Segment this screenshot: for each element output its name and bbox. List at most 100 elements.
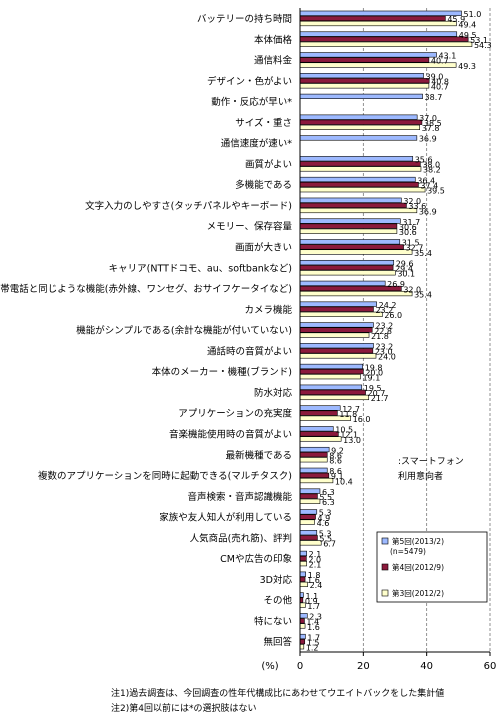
value-label: 1.8: [308, 571, 321, 580]
value-label: 8.6: [329, 467, 342, 476]
value-label: 4.9: [318, 514, 331, 523]
bar-series-2: [299, 618, 305, 624]
value-label: 8.6: [329, 457, 342, 466]
bar-series-2: [299, 452, 328, 458]
bar-series-3: [299, 623, 306, 629]
category-label: その他: [263, 595, 292, 607]
legend-entry: 第3回(2012/2): [392, 588, 444, 598]
bar-series-1: [299, 363, 364, 370]
value-label: 36.4: [417, 176, 435, 185]
category-label: アプリケーションの充実度: [178, 408, 292, 420]
bar-series-2: [299, 161, 421, 167]
category-label: 携帯電話と同じような機能(赤外線、ワンセグ、おサイフケータイなど): [0, 283, 292, 295]
category-label: 多機能である: [235, 179, 292, 191]
value-label: 29.4: [395, 264, 413, 273]
value-label: 5.5: [319, 535, 332, 544]
category-label: 機能がシンプルである(余計な機能が付いていない): [76, 325, 292, 337]
bar-series-3: [299, 644, 305, 650]
value-label: 37.8: [422, 124, 440, 133]
value-label: 40.7: [431, 57, 449, 66]
value-label: 36.9: [419, 135, 437, 144]
bar-series-3: [299, 20, 457, 27]
bar-series-2: [299, 223, 398, 229]
x-tick-label: 40: [420, 661, 433, 672]
value-label: 2.0: [308, 555, 321, 564]
value-label: 26.9: [387, 280, 405, 289]
value-label: 5.3: [319, 529, 332, 538]
category-label: 特にない: [254, 615, 292, 627]
footnote-2: 注2)第4回以前には*の選択肢はない: [111, 704, 257, 714]
bar-series-1: [299, 571, 306, 577]
bar-series-2: [299, 57, 430, 63]
category-label: デザイン・色がよい: [207, 75, 292, 87]
value-label: 6.7: [323, 540, 336, 549]
bar-series-1: [299, 259, 395, 266]
bar-series-1: [299, 384, 363, 390]
footnote-1: 注1)過去調査は、今回調査の性年代構成比にあわせてウエイトバックをした集計値: [111, 689, 445, 699]
bar-series-3: [299, 207, 418, 214]
bar-series-2: [299, 285, 402, 292]
bar-series-2: [299, 368, 364, 375]
bar-series-2: [299, 576, 306, 582]
x-axis: 0 20 40 60 (%): [261, 8, 496, 672]
bar-series-1: [299, 530, 318, 536]
bar-series-3: [299, 249, 413, 255]
value-label: 51.0: [464, 10, 482, 19]
value-label: 1.5: [307, 638, 320, 647]
value-label: 26.0: [384, 311, 402, 320]
bar-series-2: [299, 327, 373, 333]
category-label: 3D対応: [260, 574, 293, 586]
category-label: CMや広告の印象: [220, 553, 292, 565]
bar-series-1: [299, 52, 437, 58]
value-label: 5.3: [319, 509, 332, 518]
bar-series-3: [299, 436, 342, 442]
bar-series-3: [299, 311, 383, 317]
category-label: サイズ・重さ: [235, 117, 292, 129]
bar-series-1: [299, 10, 462, 16]
bar-series-3: [299, 290, 413, 297]
value-label: 32.0: [403, 197, 421, 206]
bar-series-1: [299, 509, 318, 515]
value-label: 35.6: [415, 156, 433, 165]
bar-series-2: [299, 119, 423, 125]
legend-swatch: [381, 563, 389, 571]
value-label: 29.6: [396, 259, 414, 268]
value-label: 2.3: [309, 613, 322, 622]
bar-series-3: [299, 332, 370, 338]
bar-series-2: [299, 244, 404, 250]
category-label: 通信料金: [254, 55, 293, 67]
bar-series-1: [299, 467, 328, 473]
value-label: 23.2: [375, 306, 393, 315]
bar-series-2: [299, 265, 394, 271]
bar-series-1: [299, 322, 374, 328]
bar-series-1: [299, 405, 341, 411]
bar-series-1: [299, 156, 414, 162]
value-label: 6.3: [322, 488, 335, 497]
bar-series-2: [299, 15, 446, 22]
value-label: 20.7: [368, 389, 386, 398]
bar-series-1: [299, 426, 334, 432]
bar-series-3: [299, 353, 377, 359]
category-label: 画質がよい: [245, 158, 292, 170]
bar-series-2: [299, 36, 469, 42]
bar-series-3: [299, 228, 398, 234]
annotation-line: 利用意向者: [398, 470, 443, 482]
value-label: 1.7: [307, 633, 320, 642]
bar-series-3: [299, 83, 430, 89]
value-label: 2.4: [310, 581, 323, 590]
value-label: 37.0: [419, 114, 437, 123]
bar-series-1: [299, 197, 402, 203]
value-label: 22.8: [374, 327, 392, 336]
value-label: 23.2: [375, 342, 393, 351]
bar-series-1: [299, 239, 401, 245]
value-label: 49.5: [459, 31, 477, 40]
value-label: 5.5: [319, 493, 332, 502]
bar-series-1: [299, 73, 424, 79]
value-label: 39.0: [426, 72, 444, 81]
bar-series-2: [299, 493, 318, 499]
value-label: 31.5: [402, 239, 420, 248]
value-label: 9.1: [331, 472, 344, 481]
legend-box: [376, 531, 488, 603]
